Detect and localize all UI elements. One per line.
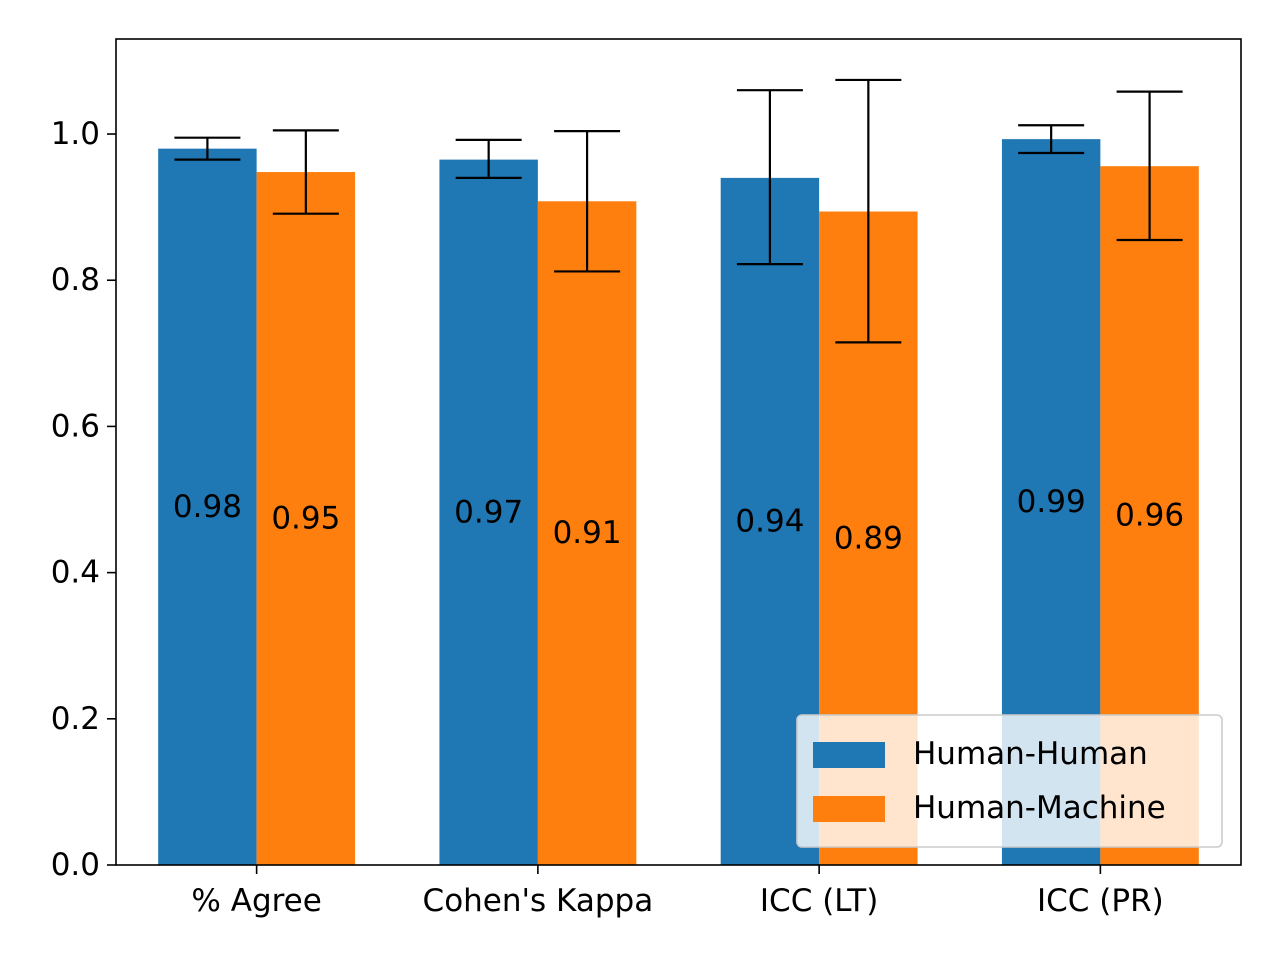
legend-label: Human-Machine [913,790,1166,826]
bar [256,172,356,865]
data-labels-layer: 0.98 0.97 0.94 0.99 0.95 0.91 0.89 0.96 [173,484,1184,556]
x-tick-label: ICC (PR) [1037,883,1164,919]
data-label: 0.98 [173,489,242,525]
data-label: 0.96 [1115,498,1184,534]
data-label: 0.89 [834,520,903,556]
x-tick-label: % Agree [191,883,321,919]
legend-swatch [813,742,885,768]
y-tick-label: 0.2 [51,701,100,737]
x-tick-label: ICC (LT) [760,883,878,919]
legend: Human-Human Human-Machine [796,714,1223,848]
bar [439,159,538,866]
y-tick-label: 1.0 [51,116,100,152]
bar [158,148,257,866]
y-tick-label: 0.4 [51,555,100,591]
data-label: 0.94 [735,503,804,539]
y-tick-label: 0.6 [51,408,100,444]
y-axis: 0.0 0.2 0.4 0.6 0.8 1.0 [51,116,116,883]
data-label: 0.95 [271,501,340,537]
x-tick-label: Cohen's Kappa [423,883,654,919]
legend-box [796,714,1223,848]
y-tick-label: 0.0 [51,847,100,883]
bar [537,201,637,865]
data-label: 0.91 [553,515,622,551]
x-axis: % Agree Cohen's Kappa ICC (LT) ICC (PR) [191,865,1164,919]
legend-swatch [813,796,885,822]
legend-label: Human-Human [913,736,1148,772]
plot-area-frame [115,38,1242,866]
data-label: 0.99 [1017,484,1086,520]
error-bars-layer [174,78,1183,344]
data-label: 0.97 [454,494,523,530]
y-tick-label: 0.8 [51,262,100,298]
